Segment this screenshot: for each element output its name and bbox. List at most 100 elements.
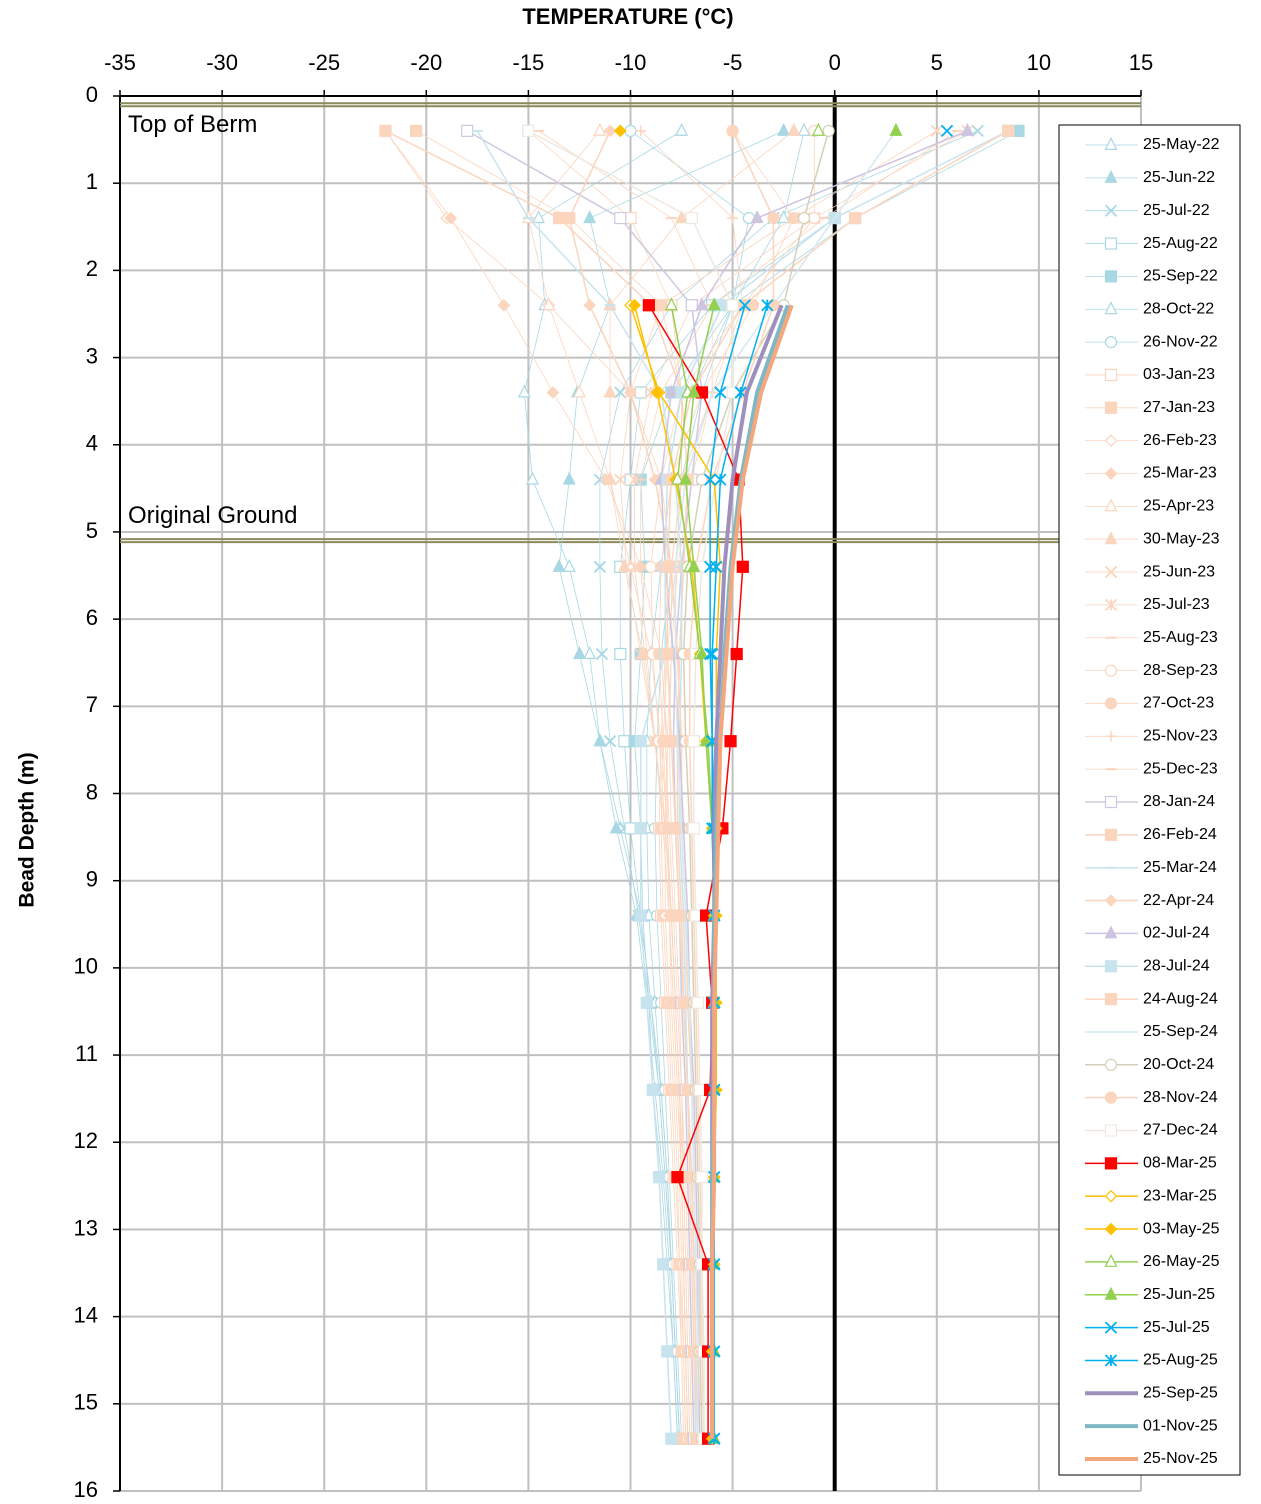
x-tick-label: -10 [615,50,647,75]
legend-label: 28-Jul-24 [1143,957,1210,974]
marker [808,211,821,225]
marker [628,473,641,486]
legend-label: 25-Aug-25 [1143,1352,1218,1369]
marker [1104,1091,1118,1104]
y-tick-label: 8 [86,779,98,804]
marker [1104,270,1118,283]
marker [724,735,737,748]
x-tick-label: 5 [931,50,943,75]
marker [1104,894,1118,907]
legend-label: 25-May-22 [1143,136,1220,153]
series-line [558,130,784,1439]
marker [634,386,647,399]
legend-label: 22-Apr-24 [1143,892,1214,909]
marker [704,647,717,661]
marker [1104,664,1118,677]
marker [675,210,689,224]
marker [704,473,717,486]
legend-label: 26-Feb-23 [1143,432,1217,449]
marker [552,211,566,225]
series-line [640,130,744,1439]
marker [726,124,739,137]
series-line [688,130,775,1439]
legend-label: 28-Jan-24 [1143,793,1215,810]
marker [603,735,617,748]
y-tick-label: 5 [86,518,98,543]
marker [811,122,825,136]
marker [614,473,627,486]
y-tick-label: 7 [86,692,98,717]
marker [644,560,658,573]
marker [603,124,617,138]
marker [665,1432,678,1445]
marker [609,820,623,834]
marker [1104,1189,1118,1203]
marker [1104,531,1118,545]
marker [691,996,704,1009]
marker [736,560,749,573]
marker [671,1171,684,1184]
legend-label: 26-Feb-24 [1143,826,1217,843]
legend-box [1058,124,1241,1476]
marker [695,297,709,311]
marker [777,210,791,224]
marker [583,298,597,312]
marker [650,386,664,399]
legend-label: 28-Sep-23 [1143,662,1218,679]
legend-label: 25-Jun-23 [1143,563,1215,580]
x-tick-label: -5 [723,50,743,75]
marker [687,822,700,835]
y-tick-label: 4 [86,431,98,456]
marker [614,211,627,225]
marker [767,299,780,312]
marker [593,560,607,573]
marker [673,909,686,922]
legend: 25-May-22 25-Jun-22 25-Jul-22 25-Aug-22 25-S… [1085,136,1220,1467]
marker [613,124,627,138]
series-line [674,130,897,1439]
legend-label: 24-Aug-24 [1143,990,1218,1007]
y-tick-label: 12 [74,1128,98,1153]
marker [654,299,668,312]
series-line [710,304,794,1439]
y-tick-label: 0 [86,82,98,107]
marker [634,735,647,748]
series-line [538,130,713,1439]
marker [652,1171,666,1184]
marker [738,299,751,312]
x-tick-label: -25 [308,50,340,75]
marker [593,733,607,747]
marker [670,471,684,485]
marker [1104,565,1118,579]
marker [1104,434,1118,447]
legend-label: 20-Oct-24 [1143,1056,1214,1073]
legend-label: 30-May-23 [1143,530,1220,547]
marker [714,386,727,399]
legend-label: 28-Nov-24 [1143,1089,1218,1106]
legend-label: 27-Oct-23 [1143,695,1214,712]
marker [522,124,535,137]
marker [572,384,586,398]
marker [1104,795,1118,809]
marker [603,471,617,485]
marker [635,125,647,137]
marker [572,646,586,660]
series-line [660,130,968,1439]
legend-label: 25-Apr-23 [1143,498,1214,515]
legend-label: 25-Jun-25 [1143,1286,1215,1303]
marker [1104,1354,1118,1367]
marker [552,558,566,572]
marker [546,386,560,399]
y-tick-label: 13 [74,1215,98,1240]
marker [562,558,576,572]
marker [689,909,702,922]
marker [595,647,609,661]
y-tick-label: 16 [74,1477,98,1502]
marker [409,124,423,137]
marker [517,384,531,398]
marker [640,996,653,1009]
marker [618,735,631,748]
marker [1104,925,1118,939]
legend-label: 25-Aug-23 [1143,629,1218,646]
marker [706,647,719,661]
